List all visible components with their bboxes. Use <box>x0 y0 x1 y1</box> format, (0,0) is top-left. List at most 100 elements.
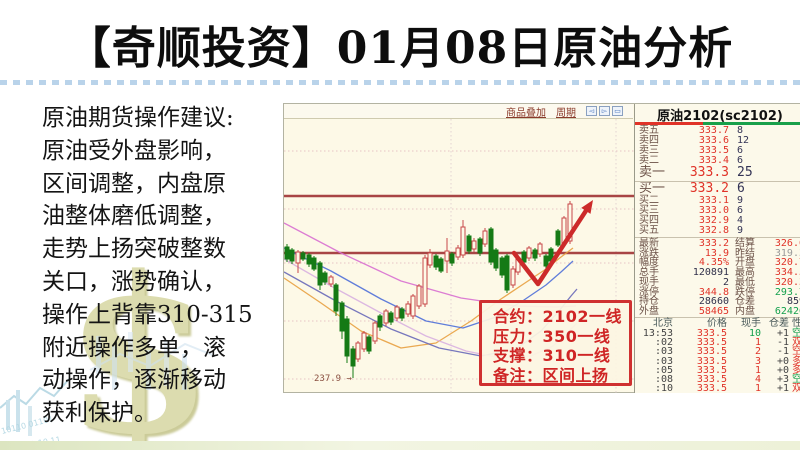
annotation-line: 压力：350一线 <box>493 326 611 346</box>
stat-value: 320.3 <box>774 276 800 288</box>
tick-volume: 1 <box>754 383 761 395</box>
tick-time: :08 <box>654 374 673 385</box>
ask-row[interactable]: 卖四 333.6 12 <box>635 136 800 146</box>
stat-label: 涨停 <box>639 286 659 298</box>
chart-toolbar-button[interactable]: ◅ <box>586 106 597 116</box>
stat-label: 幅度 <box>639 257 659 269</box>
ask-row[interactable]: 卖二 333.4 6 <box>635 156 800 166</box>
stat-label: 外盘 <box>639 305 659 317</box>
book-volume: 9 <box>737 225 744 236</box>
period-link[interactable]: 周期 <box>556 107 576 119</box>
book-volume: 25 <box>737 165 753 180</box>
book-level-label: 买三 <box>639 205 659 216</box>
stat-value: 58465 <box>698 305 729 317</box>
stat-value: 28660 <box>698 296 729 308</box>
stat-label: 结算 <box>735 238 755 249</box>
book-level-label: 卖五 <box>639 125 659 136</box>
book-price: 332.9 <box>698 215 729 226</box>
tick-nature: 多换 <box>792 364 800 376</box>
ask-row[interactable]: 卖五 333.7 8 <box>635 126 800 136</box>
advice-line: 动操作，逐渐移动 <box>42 367 226 394</box>
book-price: 333.2 <box>689 181 729 196</box>
tick-volume: 2 <box>754 346 761 358</box>
bid-row[interactable]: 买五 332.8 9 <box>635 226 800 236</box>
tick-price: 333.5 <box>696 346 727 358</box>
stat-row: 现手 2 最低 320.3 <box>635 276 800 288</box>
stat-label: 涨跌 <box>639 247 659 259</box>
advice-line: 原油期货操作建议: <box>42 105 234 131</box>
stat-label: 持仓 <box>639 296 659 308</box>
tick-row: :10 333.5 1 +1双开 <box>635 383 800 395</box>
tick-volume: 1 <box>754 337 761 349</box>
chart-toolbar-button[interactable]: ▭ <box>612 106 623 116</box>
tick-oi-delta: +3 <box>776 374 789 385</box>
stat-value: 344.8 <box>698 286 729 298</box>
book-level-label: 买五 <box>639 225 659 236</box>
stat-value: 334.5 <box>774 267 800 279</box>
book-price: 332.8 <box>698 225 729 236</box>
stat-row: 总手 120891 最高 334.5 <box>635 268 800 278</box>
stat-label: 开盘 <box>735 257 755 269</box>
tick-price: 333.5 <box>696 337 727 349</box>
book-level-label: 买一 <box>639 181 666 196</box>
bid-row[interactable]: 买四 332.9 4 <box>635 216 800 226</box>
book-price: 333.3 <box>689 165 729 180</box>
book-level-label: 卖二 <box>639 155 659 166</box>
book-price: 333.1 <box>698 195 729 206</box>
annotation-line: 支撑：310一线 <box>493 346 611 365</box>
stat-row: 幅度 4.35% 开盘 320.7 <box>635 258 800 268</box>
advice-line: 获利保护。 <box>42 400 157 427</box>
advice-line: 操作上背靠310-315 <box>42 301 253 328</box>
book-volume: 12 <box>737 135 750 146</box>
stat-value: 326.6 <box>774 238 800 249</box>
book-level-label: 卖三 <box>639 145 659 156</box>
stat-value: 293.7 <box>774 286 800 298</box>
ask-row[interactable]: 卖一 333.3 25 <box>635 166 800 180</box>
tick-header-cell: 现手 <box>741 318 761 329</box>
book-level-label: 卖四 <box>639 135 659 146</box>
tick-volume: 4 <box>754 374 761 385</box>
bid-row[interactable]: 买三 333.0 6 <box>635 206 800 216</box>
stat-value: 13.9 <box>704 247 729 259</box>
overlay-link[interactable]: 商品叠加 <box>506 107 546 119</box>
tick-row: 13:53 333.5 10 +1空开 <box>635 328 800 339</box>
book-volume: 6 <box>737 205 744 216</box>
tick-price: 333.5 <box>696 374 727 385</box>
tick-time: :10 <box>654 383 673 395</box>
advice-line: 附近操作多单，滚 <box>42 334 226 361</box>
stat-value: 333.2 <box>698 238 729 249</box>
quote-panel: 原油2102(sc2102) 卖五 333.7 8 卖四 333.6 12 卖三 333.5 6… <box>634 104 800 395</box>
ask-row[interactable]: 卖三 333.5 6 <box>635 146 800 156</box>
stat-value: 4.35% <box>698 257 729 269</box>
quote-title: 原油2102(sc2102) <box>657 109 783 124</box>
advice-line: 油整体磨低调整， <box>42 203 226 230</box>
tick-price: 333.5 <box>696 328 727 339</box>
chart-toolbar-button[interactable]: ▻ <box>599 106 610 116</box>
stat-label: 最新 <box>639 238 659 249</box>
tick-header-cell: 北京 <box>653 318 673 329</box>
book-volume: 6 <box>737 145 744 156</box>
tick-oi-delta: +0 <box>776 355 789 367</box>
stat-row: 持仓 28660 仓差 859 <box>635 297 800 307</box>
tick-oi-delta: -1 <box>776 337 789 349</box>
tick-row: :05 333.5 1 +0多换 <box>635 364 800 376</box>
tick-header-cell: 价格 <box>707 318 727 329</box>
tick-nature: 空开 <box>792 374 800 385</box>
advice-line: 区间调整，内盘原 <box>42 170 226 197</box>
book-level-label: 买二 <box>639 195 659 206</box>
tick-time: :05 <box>654 364 673 376</box>
bid-row[interactable]: 买一 333.2 6 <box>635 182 800 196</box>
advice-text: 原油期货操作建议: 原油受外盘影响， 区间调整，内盘原 油整体磨低调整， 走势上扬突破整… <box>42 102 294 430</box>
bid-row[interactable]: 买二 333.1 9 <box>635 196 800 206</box>
tick-price: 333.5 <box>696 364 727 376</box>
panel-separator <box>635 181 800 182</box>
tick-price: 333.5 <box>696 355 727 367</box>
stat-value: 120891 <box>692 267 729 279</box>
bid-ratio-segment <box>703 122 800 125</box>
stat-label: 昨结 <box>735 247 755 259</box>
tick-header-cell: 仓差 <box>769 318 789 329</box>
dollar-watermark: $ <box>64 229 214 450</box>
stat-row: 涨停 344.8 跌停 293.7 <box>635 286 800 298</box>
stat-label: 总手 <box>639 267 659 279</box>
